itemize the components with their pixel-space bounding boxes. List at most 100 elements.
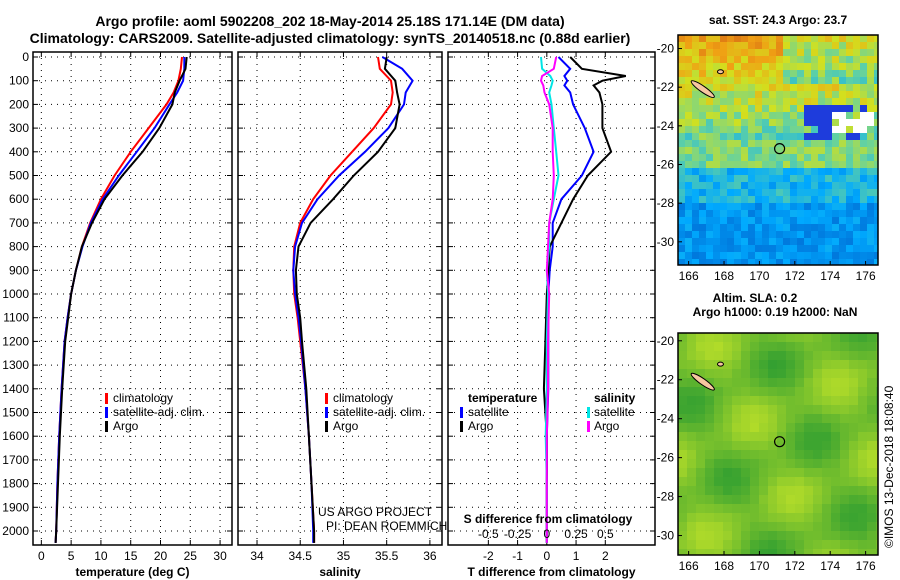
map-cell	[713, 112, 720, 119]
map-cell	[790, 105, 797, 112]
map-cell	[804, 224, 811, 231]
map-cell	[768, 522, 777, 531]
legend-label: climatology	[113, 391, 173, 405]
map-cell	[839, 259, 846, 265]
map-cell	[741, 133, 748, 140]
map-cell	[825, 133, 832, 140]
map-cell	[696, 396, 705, 405]
map-cell	[706, 252, 713, 259]
map-cell	[783, 91, 790, 98]
map-cell	[741, 531, 750, 540]
map-cell	[831, 342, 840, 351]
map-cell	[714, 468, 723, 477]
map-cell	[748, 154, 755, 161]
map-cell	[839, 112, 846, 119]
map-cell	[783, 63, 790, 70]
map-cell	[867, 432, 876, 441]
map-cell	[818, 238, 825, 245]
map-cell	[741, 168, 748, 175]
map-cell	[832, 210, 839, 217]
map-cell	[804, 217, 811, 224]
map-cell	[804, 477, 813, 486]
map-cell	[727, 252, 734, 259]
map-cell	[831, 531, 840, 540]
map-cell	[699, 63, 706, 70]
map-cell	[804, 486, 813, 495]
map-cell	[727, 105, 734, 112]
map-cell	[678, 378, 687, 387]
map-cell	[867, 468, 876, 477]
map-cell	[813, 423, 822, 432]
map-cell	[783, 133, 790, 140]
map-cell	[858, 396, 867, 405]
map-cell	[867, 126, 874, 133]
map-cell	[795, 450, 804, 459]
map-cell	[741, 91, 748, 98]
map-cell	[811, 98, 818, 105]
map-cell	[687, 378, 696, 387]
map-cell	[762, 224, 769, 231]
map-cell	[874, 196, 878, 203]
map-cell	[692, 245, 699, 252]
legend-label: Argo	[594, 419, 620, 433]
map-cell	[840, 342, 849, 351]
map-cell	[687, 549, 696, 555]
x-tick-label: 20	[154, 549, 168, 563]
map-cell	[831, 360, 840, 369]
map-cell	[804, 369, 813, 378]
map-cell	[762, 210, 769, 217]
map-cell	[804, 154, 811, 161]
map-cell	[813, 459, 822, 468]
map-cell	[759, 540, 768, 549]
map-cell	[741, 378, 750, 387]
map-cell	[748, 196, 755, 203]
map-cell	[706, 224, 713, 231]
map-cell	[804, 252, 811, 259]
map-cell	[849, 351, 858, 360]
map-cell	[860, 154, 867, 161]
map-cell	[839, 224, 846, 231]
map-cell	[692, 98, 699, 105]
map-cell	[822, 486, 831, 495]
x-tick-label: 30	[213, 549, 227, 563]
map-cell	[685, 161, 692, 168]
map-cell	[858, 441, 867, 450]
map-cell	[840, 522, 849, 531]
map-cell	[678, 423, 687, 432]
map-cell	[795, 495, 804, 504]
map-cell	[860, 238, 867, 245]
depth-tick-label: 300	[9, 121, 29, 135]
map-cell	[759, 432, 768, 441]
map-cell	[867, 70, 874, 77]
map-cell	[783, 182, 790, 189]
map-cell	[762, 217, 769, 224]
argo-position-marker	[773, 436, 786, 448]
map-cell	[783, 196, 790, 203]
map-cell	[714, 378, 723, 387]
map-cell	[759, 441, 768, 450]
map-cell	[705, 396, 714, 405]
map-cell	[876, 351, 878, 360]
map-cell	[687, 450, 696, 459]
map-cell	[776, 35, 783, 42]
map-cell	[692, 126, 699, 133]
map-cell	[860, 196, 867, 203]
map-cell	[783, 175, 790, 182]
map-cell	[755, 252, 762, 259]
map-cell	[839, 217, 846, 224]
map-cell	[832, 217, 839, 224]
map-cell	[804, 378, 813, 387]
credit-line-1: US ARGO PROJECT	[318, 505, 433, 519]
map-cell	[723, 540, 732, 549]
map-cell	[846, 119, 853, 126]
map-cell	[858, 513, 867, 522]
map-cell	[813, 513, 822, 522]
map-cell	[795, 504, 804, 513]
map-cell	[849, 369, 858, 378]
x-tick-label: 2	[602, 549, 609, 563]
map-cell	[759, 459, 768, 468]
map-cell	[786, 369, 795, 378]
map-cell	[762, 140, 769, 147]
map-cell	[762, 63, 769, 70]
map-cell	[713, 42, 720, 49]
